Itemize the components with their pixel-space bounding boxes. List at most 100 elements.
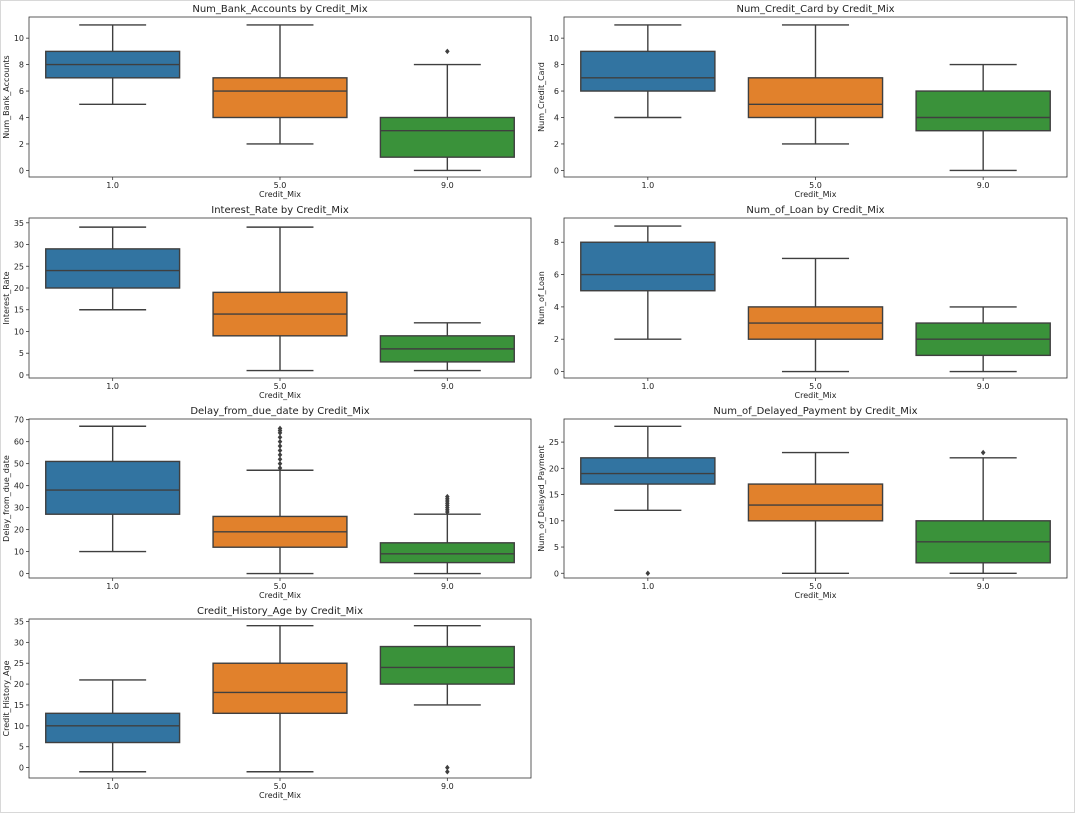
x-tick-label: 5.0: [809, 181, 822, 190]
outlier-point: [277, 460, 283, 467]
y-tick-label: 10: [14, 548, 24, 557]
chart-title: Num_of_Delayed_Payment by Credit_Mix: [713, 406, 917, 417]
box-5.0: [747, 24, 884, 145]
y-tick-label: 70: [14, 416, 24, 425]
outlier-point: [277, 438, 283, 445]
outlier-point: [277, 425, 283, 432]
x-axis-label: Credit_Mix: [795, 391, 837, 400]
chart-title: Num_Credit_Card by Credit_Mix: [736, 4, 894, 15]
y-axis-label: Interest_Rate: [2, 271, 11, 324]
y-tick-label: 15: [14, 701, 24, 710]
box-1.0: [580, 225, 716, 340]
x-tick-label: 9.0: [441, 582, 454, 591]
x-tick-label: 1.0: [641, 582, 654, 591]
y-tick-label: 0: [554, 569, 559, 578]
x-tick-label: 9.0: [977, 582, 990, 591]
y-tick-label: 8: [554, 238, 559, 247]
x-axis-label: Credit_Mix: [259, 391, 301, 400]
chart-title: Num_of_Loan by Credit_Mix: [746, 205, 884, 216]
iqr-box: [379, 116, 515, 158]
chart-title: Credit_History_Age by Credit_Mix: [197, 606, 363, 617]
chart-title: Delay_from_due_date by Credit_Mix: [190, 406, 369, 417]
x-tick-label: 9.0: [441, 382, 454, 391]
y-tick-label: 6: [554, 271, 559, 280]
y-tick-label: 8: [554, 61, 559, 70]
box-5.0: [212, 624, 348, 773]
x-tick-label: 1.0: [641, 181, 654, 190]
x-tick-label: 1.0: [641, 382, 654, 391]
y-tick-label: 35: [14, 219, 24, 228]
y-tick-label: 60: [14, 438, 24, 447]
x-axis-label: Credit_Mix: [795, 190, 837, 199]
y-tick-label: 5: [19, 349, 24, 358]
x-tick-label: 5.0: [809, 582, 822, 591]
y-tick-label: 0: [19, 764, 24, 773]
box-9.0: [915, 63, 1051, 172]
y-tick-label: 30: [14, 241, 24, 250]
outlier-point: [277, 443, 283, 449]
x-axis-label: Credit_Mix: [795, 591, 837, 600]
chart-panel-3: Interest_Rate by Credit_Mix 0 5 10 15 20 25 30 3…: [2, 205, 532, 400]
y-tick-label: 0: [19, 371, 24, 380]
y-tick-label: 20: [14, 284, 24, 293]
y-tick-label: 10: [549, 517, 559, 526]
y-tick-label: 6: [19, 87, 24, 96]
y-tick-label: 0: [554, 368, 559, 377]
box-1.0: [580, 425, 716, 577]
box-9.0: [379, 48, 515, 172]
y-tick-label: 10: [14, 327, 24, 336]
outlier-point: [277, 452, 283, 458]
box-1.0: [580, 24, 716, 119]
chart-panel-1: Num_Bank_Accounts by Credit_Mix 0 2 4 6 8 10 1.…: [2, 4, 532, 199]
x-tick-label: 1.0: [106, 782, 119, 791]
iqr-box: [915, 90, 1051, 132]
box-5.0: [747, 257, 884, 373]
iqr-box: [45, 712, 181, 744]
box-5.0: [212, 24, 348, 145]
x-tick-label: 9.0: [977, 181, 990, 190]
y-tick-label: 15: [549, 491, 559, 500]
outlier-point: [445, 48, 450, 55]
outlier-point: [645, 570, 651, 577]
chart-panel-2: Num_Credit_Card by Credit_Mix 0 2 4 6 8 10 1.0 5…: [537, 4, 1068, 199]
chart-panel-4: Num_of_Loan by Credit_Mix 0 2 4 6 8 1.0 5.0 9.0 C…: [537, 205, 1068, 400]
x-tick-label: 9.0: [441, 782, 454, 791]
box-1.0: [45, 425, 181, 553]
y-tick-label: 2: [554, 335, 559, 344]
iqr-box: [212, 77, 348, 119]
chart-panel-7: Credit_History_Age by Credit_Mix 0 5 10 15 20…: [2, 606, 532, 800]
y-axis-label: Num_of_Loan: [537, 271, 546, 325]
x-tick-label: 1.0: [106, 181, 119, 190]
y-axis-label: Num_of_Delayed_Payment: [537, 445, 546, 552]
iqr-box: [747, 483, 884, 522]
x-tick-label: 5.0: [274, 382, 287, 391]
iqr-box: [580, 241, 716, 292]
y-tick-label: 10: [14, 34, 24, 43]
y-tick-label: 25: [14, 262, 24, 271]
chart-panel-5: Delay_from_due_date by Credit_Mix 0 10 20 30…: [2, 406, 532, 600]
outlier-point: [277, 447, 283, 454]
y-tick-label: 2: [19, 140, 24, 149]
y-tick-label: 50: [14, 460, 24, 469]
y-axis-label: Num_Bank_Accounts: [2, 55, 11, 138]
box-9.0: [379, 624, 515, 775]
y-tick-label: 15: [14, 306, 24, 315]
box-9.0: [915, 449, 1051, 574]
box-1.0: [45, 226, 181, 311]
x-tick-label: 5.0: [274, 582, 287, 591]
x-tick-label: 5.0: [809, 382, 822, 391]
x-axis-label: Credit_Mix: [259, 591, 301, 600]
box-1.0: [45, 679, 181, 773]
box-5.0: [212, 425, 348, 575]
y-tick-label: 2: [554, 140, 559, 149]
y-tick-label: 6: [554, 87, 559, 96]
y-tick-label: 35: [14, 618, 24, 627]
y-tick-label: 5: [19, 743, 24, 752]
y-tick-label: 20: [549, 464, 559, 473]
box-5.0: [747, 451, 884, 574]
y-axis-label: Delay_from_due_date: [2, 455, 11, 542]
x-tick-label: 5.0: [274, 782, 287, 791]
x-tick-label: 1.0: [106, 382, 119, 391]
x-axis-label: Credit_Mix: [259, 791, 301, 800]
